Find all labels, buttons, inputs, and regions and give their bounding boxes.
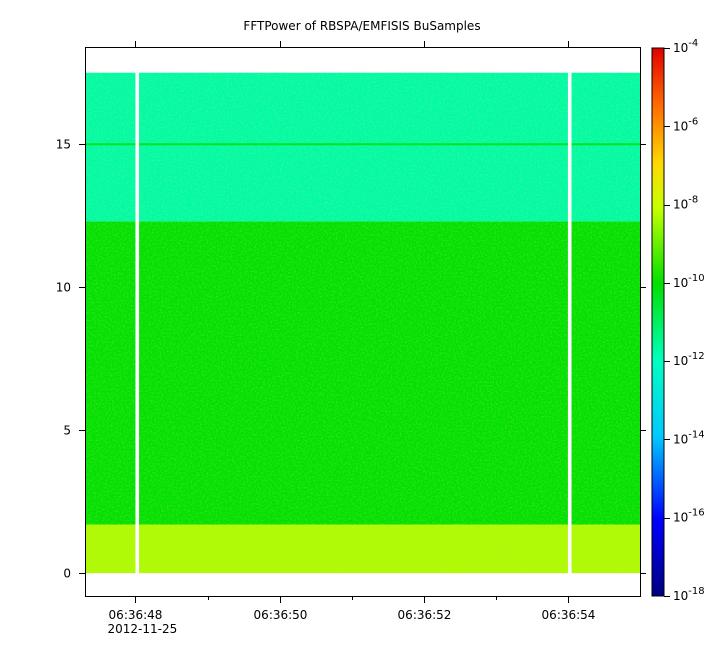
x-tick-label: 06:36:48 bbox=[109, 608, 163, 622]
y-tick-label: 10 bbox=[56, 281, 71, 295]
chart-title: FFTPower of RBSPA/EMFISIS BuSamples bbox=[243, 19, 480, 33]
colorbar-tick-label: 10-18 bbox=[673, 586, 705, 603]
data-gap bbox=[567, 72, 572, 574]
colorbar-tick-label: 10-4 bbox=[673, 38, 698, 55]
colorbar-tick-label: 10-16 bbox=[673, 508, 705, 525]
colorbar-tick-label: 10-6 bbox=[673, 116, 698, 133]
colorbar-tick-label: 10-10 bbox=[673, 273, 705, 290]
y-axis: 0 5 10 15 bbox=[56, 138, 646, 581]
y-tick-label: 15 bbox=[56, 138, 71, 152]
colorbar-tick-label: 10-8 bbox=[673, 195, 698, 212]
colorbar-tick-label: 10-14 bbox=[673, 429, 705, 446]
plot-area bbox=[85, 72, 640, 574]
plot-frame bbox=[85, 47, 641, 597]
y-tick-label: 5 bbox=[63, 424, 71, 438]
x-tick-label: 06:36:52 bbox=[398, 608, 452, 622]
colorbar bbox=[651, 47, 665, 597]
data-gap bbox=[135, 72, 140, 574]
colorbar-axis: 10-4 10-6 10-8 10-10 10-12 10-14 10-16 10-18 bbox=[664, 38, 705, 603]
spectrogram-texture bbox=[85, 72, 640, 574]
x-tick-label: 06:36:54 bbox=[542, 608, 596, 622]
x-tick-label: 06:36:50 bbox=[254, 608, 308, 622]
y-tick-label: 0 bbox=[63, 567, 71, 581]
x-tick-date-label: 2012-11-25 bbox=[108, 622, 178, 636]
colorbar-tick-label: 10-12 bbox=[673, 351, 705, 368]
